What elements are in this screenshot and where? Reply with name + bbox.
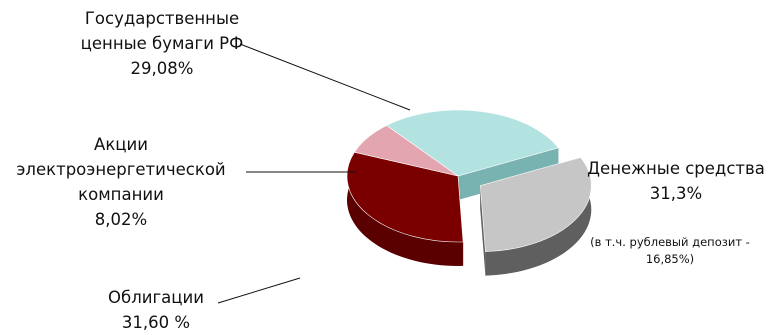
slice-cash-side [485, 157, 592, 276]
label-bonds-line1: Облигации [108, 288, 204, 307]
label-shares-line1: Акции [94, 135, 148, 154]
slice-gov-securities [386, 109, 559, 177]
label-shares-line2: электроэнергетической [16, 160, 226, 179]
slice-cash-cut-end [480, 185, 486, 276]
label-cash-line1: Денежные средства [587, 159, 765, 178]
label-gov-securities-line2: ценные бумаги РФ [80, 34, 244, 53]
slice-shares [353, 125, 459, 177]
leader-gov-securities [239, 43, 411, 111]
label-gov-securities-value: 29,08% [130, 59, 194, 78]
slice-cash [479, 157, 592, 252]
label-gov-securities-line1: Государственные [84, 9, 240, 28]
leader-bonds [217, 277, 301, 304]
label-cash-note: (в т.ч. рублевый депозит - 16,85%) [572, 234, 768, 268]
label-cash-value: 31,3% [649, 184, 703, 203]
label-shares-value: 8,02% [94, 210, 148, 229]
leader-lines [217, 43, 411, 304]
label-bonds-value: 31,60 % [121, 313, 191, 332]
label-cash-note-line1: (в т.ч. рублевый депозит - [590, 235, 750, 249]
slice-bonds-side [347, 152, 464, 266]
label-gov-securities: Государственные ценные бумаги РФ 29,08% [52, 6, 272, 81]
label-cash-note-line2: 16,85%) [645, 252, 695, 266]
label-cash: Денежные средства 31,3% [578, 156, 774, 206]
label-bonds: Облигации 31,60 % [78, 285, 234, 335]
label-shares: Акции электроэнергетической компании 8,0… [2, 132, 240, 232]
slice-bonds [346, 151, 464, 243]
pie-chart-svg [217, 43, 592, 304]
pie-chart: Государственные ценные бумаги РФ 29,08% … [2, 6, 774, 332]
label-shares-line3: компании [78, 185, 164, 204]
slice-tops [346, 109, 592, 252]
